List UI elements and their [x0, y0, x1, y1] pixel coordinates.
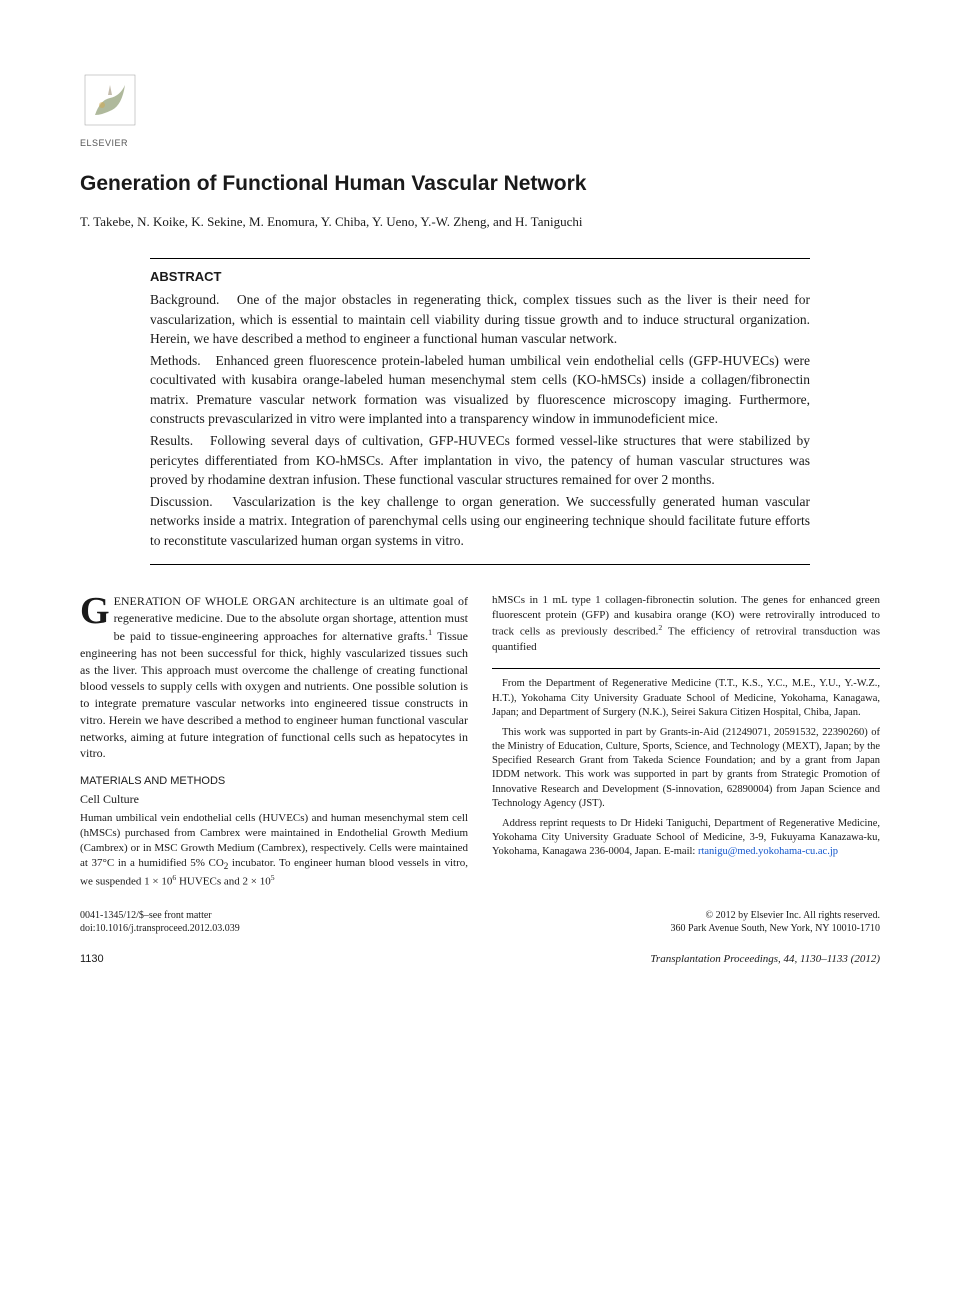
intro-rest: Tissue engineering has not been successf…: [80, 629, 468, 761]
materials-methods-heading: MATERIALS AND METHODS: [80, 774, 468, 789]
citation: Transplantation Proceedings, 44, 1130–11…: [650, 953, 880, 965]
page-number: 1130: [80, 953, 104, 965]
body-columns: GENERATION OF WHOLE ORGAN architecture i…: [80, 593, 880, 889]
cell-culture-body: Human umbilical vein endothelial cells (…: [80, 811, 468, 889]
abstract-background-text: One of the major obstacles in regenerati…: [150, 292, 810, 346]
abstract-results: Results. Following several days of culti…: [150, 431, 810, 490]
cell-culture-heading: Cell Culture: [80, 791, 468, 808]
author-list: T. Takebe, N. Koike, K. Sekine, M. Enomu…: [80, 214, 880, 230]
affil-from: From the Department of Regenerative Medi…: [492, 677, 880, 720]
footer-left: 0041-1345/12/$–see front matter doi:10.1…: [80, 909, 240, 935]
col2-body: hMSCs in 1 mL type 1 collagen-fibronecti…: [492, 593, 880, 654]
abstract-methods-label: Methods.: [150, 353, 201, 368]
article-title: Generation of Functional Human Vascular …: [80, 172, 880, 196]
abstract-methods-text: Enhanced green fluorescence protein-labe…: [150, 353, 810, 427]
abstract-discussion-label: Discussion.: [150, 494, 213, 509]
dropcap: G: [80, 593, 114, 627]
intro-paragraph: GENERATION OF WHOLE ORGAN architecture i…: [80, 593, 468, 762]
cc-3: HUVECs and 2 × 10: [176, 875, 271, 887]
page-footer: 1130 Transplantation Proceedings, 44, 11…: [80, 953, 880, 965]
footer-row: 0041-1345/12/$–see front matter doi:10.1…: [80, 909, 880, 935]
abstract-methods: Methods. Enhanced green fluorescence pro…: [150, 351, 810, 429]
affil-funding: This work was supported in part by Grant…: [492, 726, 880, 811]
address: 360 Park Avenue South, New York, NY 1001…: [671, 922, 880, 935]
abstract-discussion: Discussion. Vascularization is the key c…: [150, 492, 810, 551]
publisher-name: ELSEVIER: [80, 138, 880, 148]
affil-reprint: Address reprint requests to Dr Hideki Ta…: [492, 817, 880, 860]
abstract-discussion-text: Vascularization is the key challenge to …: [150, 494, 810, 548]
column-2: hMSCs in 1 mL type 1 collagen-fibronecti…: [492, 593, 880, 859]
abstract-background-label: Background.: [150, 292, 219, 307]
footer-right: © 2012 by Elsevier Inc. All rights reser…: [671, 909, 880, 935]
abstract-results-text: Following several days of cultivation, G…: [150, 433, 810, 487]
abstract-heading: ABSTRACT: [150, 269, 810, 284]
abstract-results-label: Results.: [150, 433, 193, 448]
issn: 0041-1345/12/$–see front matter: [80, 909, 240, 922]
intro-first: ENERATION OF WHOLE ORGAN architecture is…: [114, 594, 468, 643]
reprint-email[interactable]: rtanigu@med.yokohama-cu.ac.jp: [698, 846, 838, 857]
affiliations-block: From the Department of Regenerative Medi…: [492, 668, 880, 859]
copyright: © 2012 by Elsevier Inc. All rights reser…: [671, 909, 880, 922]
abstract-container: ABSTRACT Background. One of the major ob…: [150, 258, 810, 565]
doi: doi:10.1016/j.transproceed.2012.03.039: [80, 922, 240, 935]
abstract-background: Background. One of the major obstacles i…: [150, 290, 810, 349]
elsevier-logo: [80, 70, 140, 130]
